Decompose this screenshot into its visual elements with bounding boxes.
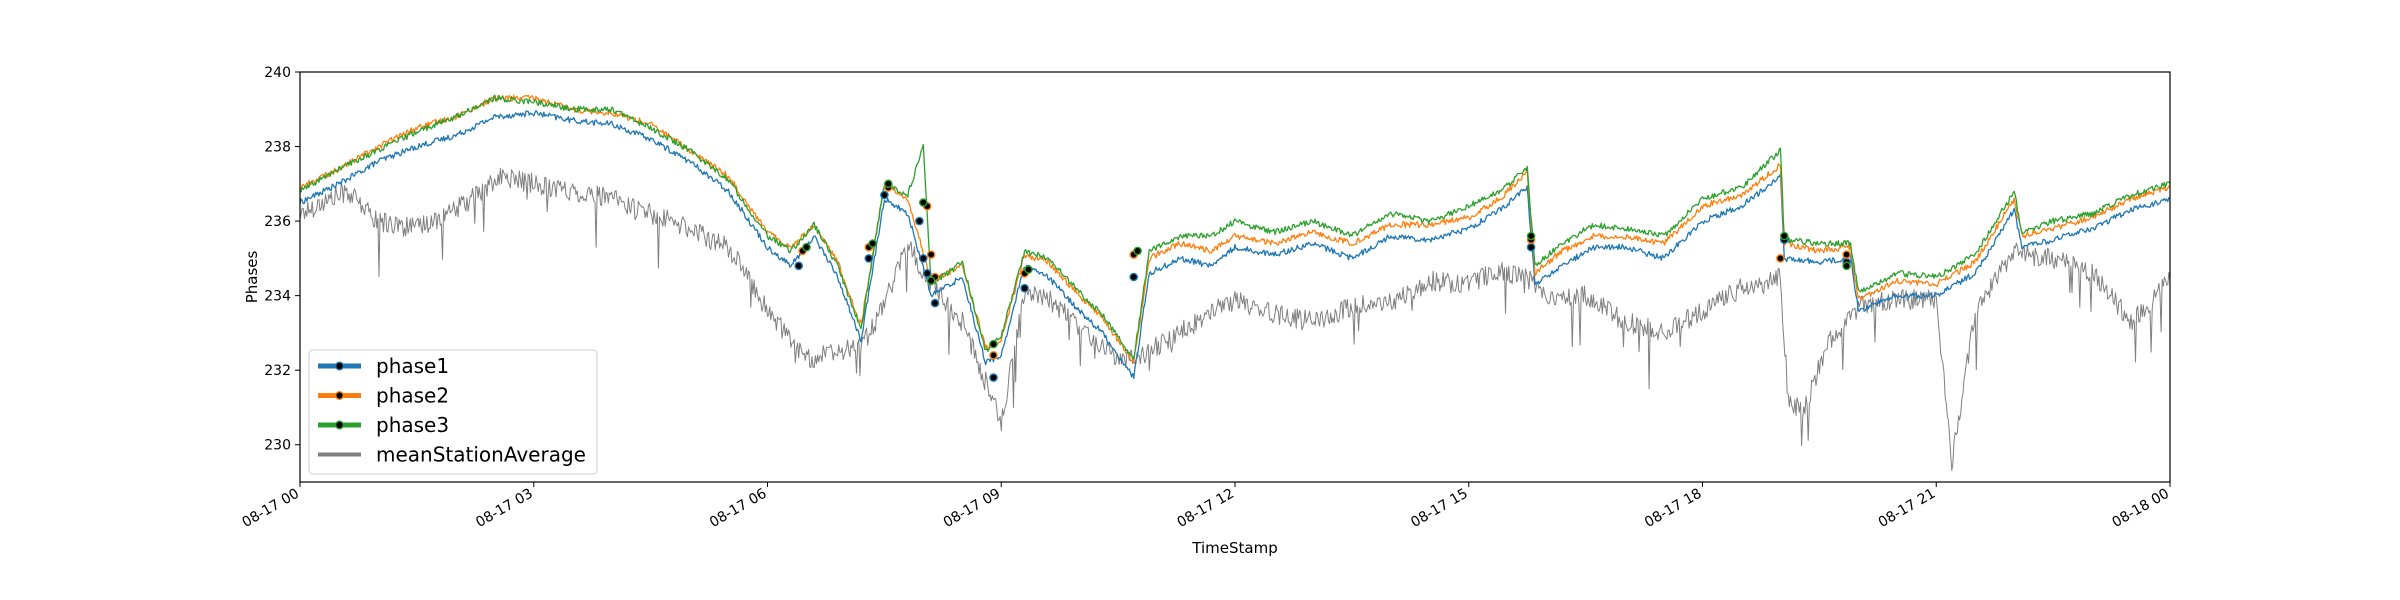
marker-phase2 [989, 350, 998, 360]
marker-phase3 [868, 239, 878, 248]
marker-phase1 [1129, 272, 1138, 282]
marker-phase3 [926, 276, 936, 286]
y-tick-label: 236 [264, 214, 291, 230]
marker-phase1 [1526, 242, 1536, 252]
y-axis: 230 232 234 236 238 240 [264, 65, 300, 454]
marker-phase3 [884, 179, 893, 189]
legend-marker-phase2 [335, 391, 345, 401]
marker-phase3 [989, 339, 998, 349]
marker-phase3 [1780, 231, 1789, 241]
series-line-phase2 [299, 94, 2171, 364]
marker-phase1 [864, 254, 874, 263]
marker-phase2 [926, 250, 936, 259]
marker-phase1 [915, 216, 924, 226]
legend: phase1 phase2 phase3 meanStationAverage [308, 349, 598, 475]
marker-phase2 [1842, 250, 1851, 259]
y-axis-label: Phases [243, 251, 261, 304]
series-line-phase1 [299, 109, 2171, 380]
marker-phase3 [1842, 261, 1851, 271]
marker-phase1 [922, 268, 932, 278]
series-line-meanStationAverage [299, 167, 2171, 471]
marker-phase1 [989, 373, 998, 382]
y-tick-label: 232 [264, 363, 291, 379]
legend-label-phase3: phase3 [376, 413, 449, 437]
legend-label-meanStationAverage: meanStationAverage [376, 443, 586, 467]
marker-phase1 [1020, 283, 1029, 293]
marker-phase3 [919, 198, 928, 207]
x-axis-label: TimeStamp [1191, 539, 1277, 557]
legend-marker-phase3 [335, 420, 345, 430]
marker-phase3 [1526, 231, 1536, 241]
legend-label-phase1: phase1 [376, 354, 449, 378]
marker-phase3 [1024, 265, 1033, 274]
legend-box [308, 349, 598, 475]
marker-phase1 [794, 261, 804, 271]
plot-markers [794, 179, 1851, 382]
series-line-phase3 [299, 94, 2171, 360]
y-tick-label: 234 [264, 289, 291, 305]
plot-lines [299, 94, 2171, 471]
marker-phase3 [1133, 246, 1142, 256]
marker-phase1 [930, 298, 940, 308]
marker-phase1 [880, 190, 889, 200]
legend-marker-phase1 [335, 361, 345, 371]
marker-phase2 [1776, 254, 1785, 263]
legend-label-phase2: phase2 [376, 384, 449, 408]
y-tick-label: 238 [264, 140, 291, 156]
marker-phase1 [919, 254, 928, 263]
y-tick-label: 230 [264, 438, 291, 454]
marker-phase3 [802, 242, 811, 252]
y-tick-label: 240 [264, 65, 291, 81]
